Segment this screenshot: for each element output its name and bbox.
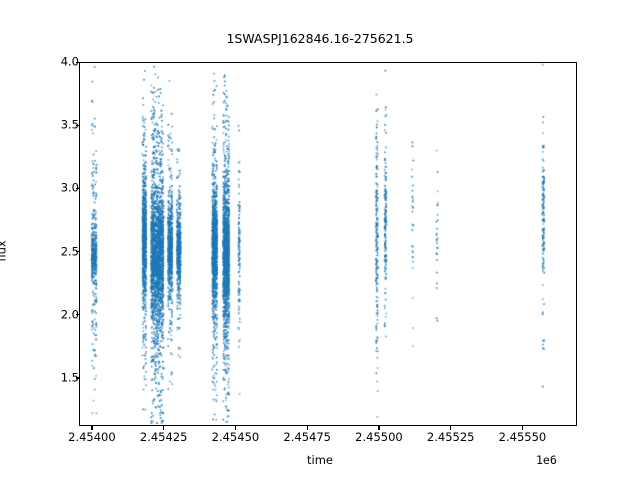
y-tick-mark bbox=[75, 251, 79, 253]
x-tick-mark bbox=[378, 426, 380, 430]
y-tick-label: 3.5 bbox=[60, 117, 79, 132]
y-tick-mark bbox=[75, 187, 79, 189]
x-tick-label: 2.45400 bbox=[68, 430, 116, 444]
chart-title: 1SWASPJ162846.16-275621.5 bbox=[226, 31, 414, 46]
y-tick-mark bbox=[75, 377, 79, 379]
y-tick-label: 2.0 bbox=[60, 307, 79, 322]
x-tick-mark bbox=[163, 426, 165, 430]
x-tick-label: 2.45500 bbox=[355, 430, 403, 444]
y-tick-label: 1.5 bbox=[60, 370, 79, 385]
y-tick-mark bbox=[75, 124, 79, 126]
x-tick-label: 2.45550 bbox=[498, 430, 547, 444]
x-tick-label: 2.45525 bbox=[426, 430, 475, 444]
x-tick-mark bbox=[450, 426, 452, 430]
y-tick-label: 2.5 bbox=[60, 243, 79, 258]
plot-axes bbox=[79, 62, 577, 426]
scatter-data-layer bbox=[80, 63, 576, 425]
x-tick-label: 2.45475 bbox=[283, 430, 331, 444]
y-tick-label: 3.0 bbox=[60, 180, 79, 195]
y-tick-mark bbox=[75, 314, 79, 316]
y-tick-label: 4.0 bbox=[60, 54, 79, 69]
x-axis-offset-text: 1e6 bbox=[536, 453, 557, 467]
x-tick-label: 2.45425 bbox=[139, 430, 188, 444]
y-axis-label: flux bbox=[0, 240, 9, 262]
x-tick-label: 2.45450 bbox=[211, 430, 260, 444]
x-axis-label: time bbox=[307, 453, 333, 467]
x-tick-mark bbox=[234, 426, 237, 430]
y-axis-ticks: 1.5 2.0 2.5 3.0 3.5 4.0 bbox=[31, 0, 79, 480]
y-tick-mark bbox=[75, 61, 79, 63]
x-tick-mark bbox=[91, 426, 93, 430]
x-tick-mark bbox=[306, 426, 308, 430]
x-tick-mark bbox=[521, 426, 524, 430]
